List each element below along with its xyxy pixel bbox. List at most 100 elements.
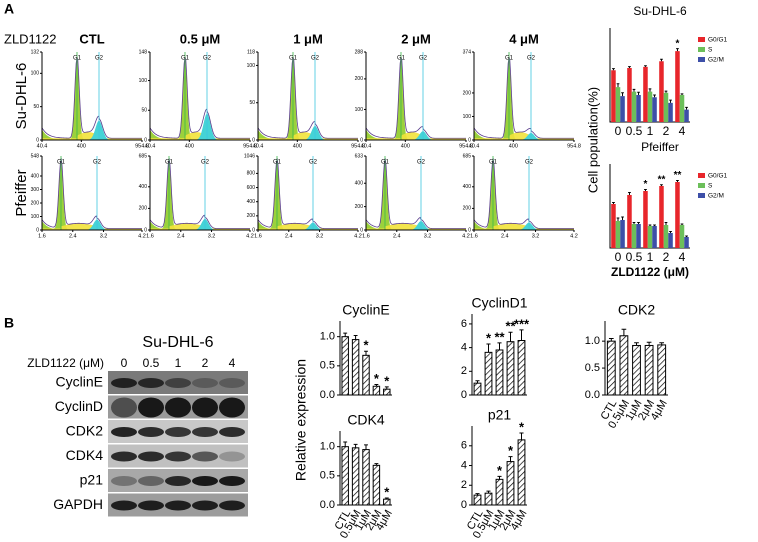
significance: * bbox=[486, 330, 492, 345]
error-bar bbox=[612, 202, 615, 204]
chart-title: Pfeiffer bbox=[641, 140, 679, 154]
peak-label: G2 bbox=[417, 160, 426, 166]
g1-area bbox=[366, 59, 466, 140]
y-tick-label: 0.5 bbox=[585, 362, 600, 374]
significance: * bbox=[374, 371, 380, 386]
blot-dose: 0.5 bbox=[143, 356, 160, 370]
blot-band bbox=[219, 500, 245, 511]
y-tick-label: 2 bbox=[461, 479, 467, 491]
hist-outline bbox=[257, 57, 358, 139]
bar bbox=[351, 447, 360, 506]
blot-band bbox=[138, 500, 164, 511]
y-tick-label: 100 bbox=[355, 107, 364, 113]
row-label: Pfeiffer bbox=[13, 169, 30, 216]
error-bar bbox=[632, 88, 636, 92]
error-bar bbox=[374, 463, 379, 466]
bar bbox=[473, 382, 482, 396]
y-tick-label: 0 bbox=[461, 499, 467, 511]
blot-band bbox=[138, 427, 164, 437]
error-bar bbox=[646, 341, 652, 346]
bar bbox=[636, 95, 641, 122]
bar bbox=[663, 92, 669, 122]
y-tick-label: 400 bbox=[463, 184, 472, 190]
x-tick-label: 4.2 bbox=[570, 233, 578, 239]
bar bbox=[652, 226, 657, 248]
error-bar bbox=[608, 337, 614, 342]
y-tick-label: 0.0 bbox=[320, 499, 335, 511]
x-tick-label: 2.4 bbox=[393, 233, 401, 239]
y-tick-label: 6 bbox=[461, 440, 467, 452]
bar bbox=[627, 68, 632, 122]
x-tick-label: 2.4 bbox=[285, 233, 293, 239]
peak-label: G1 bbox=[57, 160, 66, 166]
legend-swatch bbox=[698, 57, 705, 62]
bar bbox=[647, 91, 653, 122]
x-tick-label: 3.2 bbox=[424, 233, 432, 239]
x-tick-label: 2.4 bbox=[69, 233, 77, 239]
error-bar bbox=[637, 222, 640, 224]
bar bbox=[631, 224, 637, 248]
legend-label: S bbox=[708, 183, 713, 190]
bar bbox=[606, 340, 616, 396]
x-tick-label: 400 bbox=[185, 143, 194, 149]
dose-header: CTL bbox=[79, 31, 104, 46]
y-tick-label: 200 bbox=[31, 200, 40, 206]
protein-label: CDK4 bbox=[66, 447, 104, 463]
y-tick-label: 0 bbox=[252, 137, 255, 143]
s-area bbox=[258, 132, 358, 140]
x-tick-label: 1.6 bbox=[38, 233, 46, 239]
error-bar bbox=[676, 48, 679, 52]
y-tick-label: 0 bbox=[36, 137, 39, 143]
blot-band bbox=[192, 397, 218, 418]
g1-area bbox=[474, 59, 574, 140]
peak-label: G2 bbox=[309, 160, 318, 166]
bar bbox=[484, 492, 493, 506]
chart-title: CyclinD1 bbox=[471, 295, 527, 311]
error-bar bbox=[660, 58, 663, 62]
error-bar bbox=[486, 343, 491, 353]
blot-band bbox=[219, 378, 245, 388]
bar bbox=[611, 204, 616, 248]
hist-outline bbox=[473, 157, 574, 229]
blot-band bbox=[165, 451, 191, 462]
significance: * bbox=[644, 179, 648, 190]
blot-band bbox=[111, 427, 137, 437]
y-tick-label: 0 bbox=[144, 227, 147, 233]
peak-label: G1 bbox=[489, 160, 498, 166]
y-tick-label: 400 bbox=[355, 181, 364, 187]
x-tick-label: 40.4 bbox=[145, 143, 156, 149]
error-bar bbox=[497, 342, 502, 350]
y-tick-label: 400 bbox=[31, 173, 40, 179]
dose-header: 0.5 μM bbox=[180, 31, 220, 46]
x-tick-label: 40.4 bbox=[37, 143, 48, 149]
y-tick-label: 800 bbox=[247, 171, 256, 177]
y-tick-label: 633 bbox=[355, 153, 364, 159]
g1-area bbox=[366, 161, 466, 230]
dose-label: ZLD1122 (μM) bbox=[27, 356, 104, 370]
x-tick-label: 0 bbox=[615, 250, 622, 264]
error-bar bbox=[364, 444, 368, 450]
blot-band bbox=[111, 476, 137, 486]
bar bbox=[647, 226, 653, 248]
blot-dose: 2 bbox=[202, 356, 209, 370]
y-tick-label: 374 bbox=[463, 49, 472, 55]
peak-label: G2 bbox=[419, 56, 428, 62]
x-tick-label: 400 bbox=[293, 143, 302, 149]
legend-swatch bbox=[698, 193, 705, 198]
bar bbox=[341, 446, 349, 506]
error-bar bbox=[384, 386, 389, 390]
peak-label: G2 bbox=[311, 56, 320, 62]
error-bar bbox=[343, 441, 348, 447]
hist-axes bbox=[473, 52, 574, 141]
bar bbox=[668, 102, 673, 122]
s-area bbox=[366, 223, 466, 230]
x-tick-label: 0.5 bbox=[626, 124, 643, 138]
peak-label: G2 bbox=[527, 56, 536, 62]
bar bbox=[351, 339, 360, 396]
y-tick-label: 0.5 bbox=[320, 470, 335, 482]
error-bar bbox=[628, 66, 631, 68]
x-tick-label: 3.2 bbox=[100, 233, 108, 239]
g2-area bbox=[150, 218, 250, 230]
x-tick-label: 3.2 bbox=[532, 233, 540, 239]
blot-dose: 0 bbox=[121, 356, 128, 370]
